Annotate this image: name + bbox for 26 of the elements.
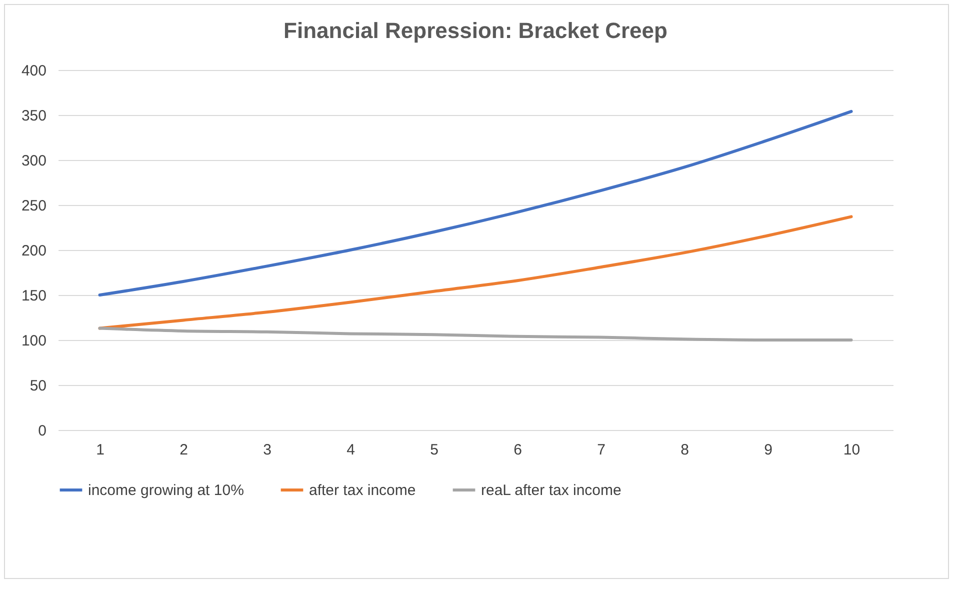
- y-tick-label: 0: [38, 422, 46, 440]
- legend-label: income growing at 10%: [88, 482, 244, 499]
- x-tick-label: 3: [263, 442, 272, 458]
- line-series: [98, 215, 853, 330]
- x-tick-label: 10: [843, 442, 860, 458]
- line-series: [98, 326, 853, 342]
- chart-title: Financial Repression: Bracket Creep: [284, 18, 668, 43]
- x-tick-label: 9: [764, 442, 772, 458]
- y-tick-label: 300: [21, 152, 46, 170]
- legend-label: reaL after tax income: [481, 482, 622, 499]
- y-tick-label: 400: [21, 62, 46, 80]
- y-tick-label: 50: [30, 378, 46, 394]
- x-tick-label: 7: [597, 442, 606, 458]
- x-tick-label: 1: [96, 442, 104, 458]
- y-tick-label: 250: [21, 198, 46, 214]
- line-series: [98, 110, 853, 296]
- y-tick-label: 200: [21, 242, 46, 260]
- x-tick-label: 6: [514, 442, 522, 458]
- x-tick-label: 2: [180, 442, 188, 458]
- y-tick-label: 150: [21, 288, 46, 304]
- legend-label: after tax income: [309, 482, 416, 499]
- x-tick-label: 4: [346, 442, 355, 458]
- x-tick-label: 5: [430, 442, 438, 458]
- y-tick-label: 100: [21, 332, 46, 350]
- x-tick-label: 8: [680, 442, 689, 458]
- y-tick-label: 350: [21, 108, 46, 124]
